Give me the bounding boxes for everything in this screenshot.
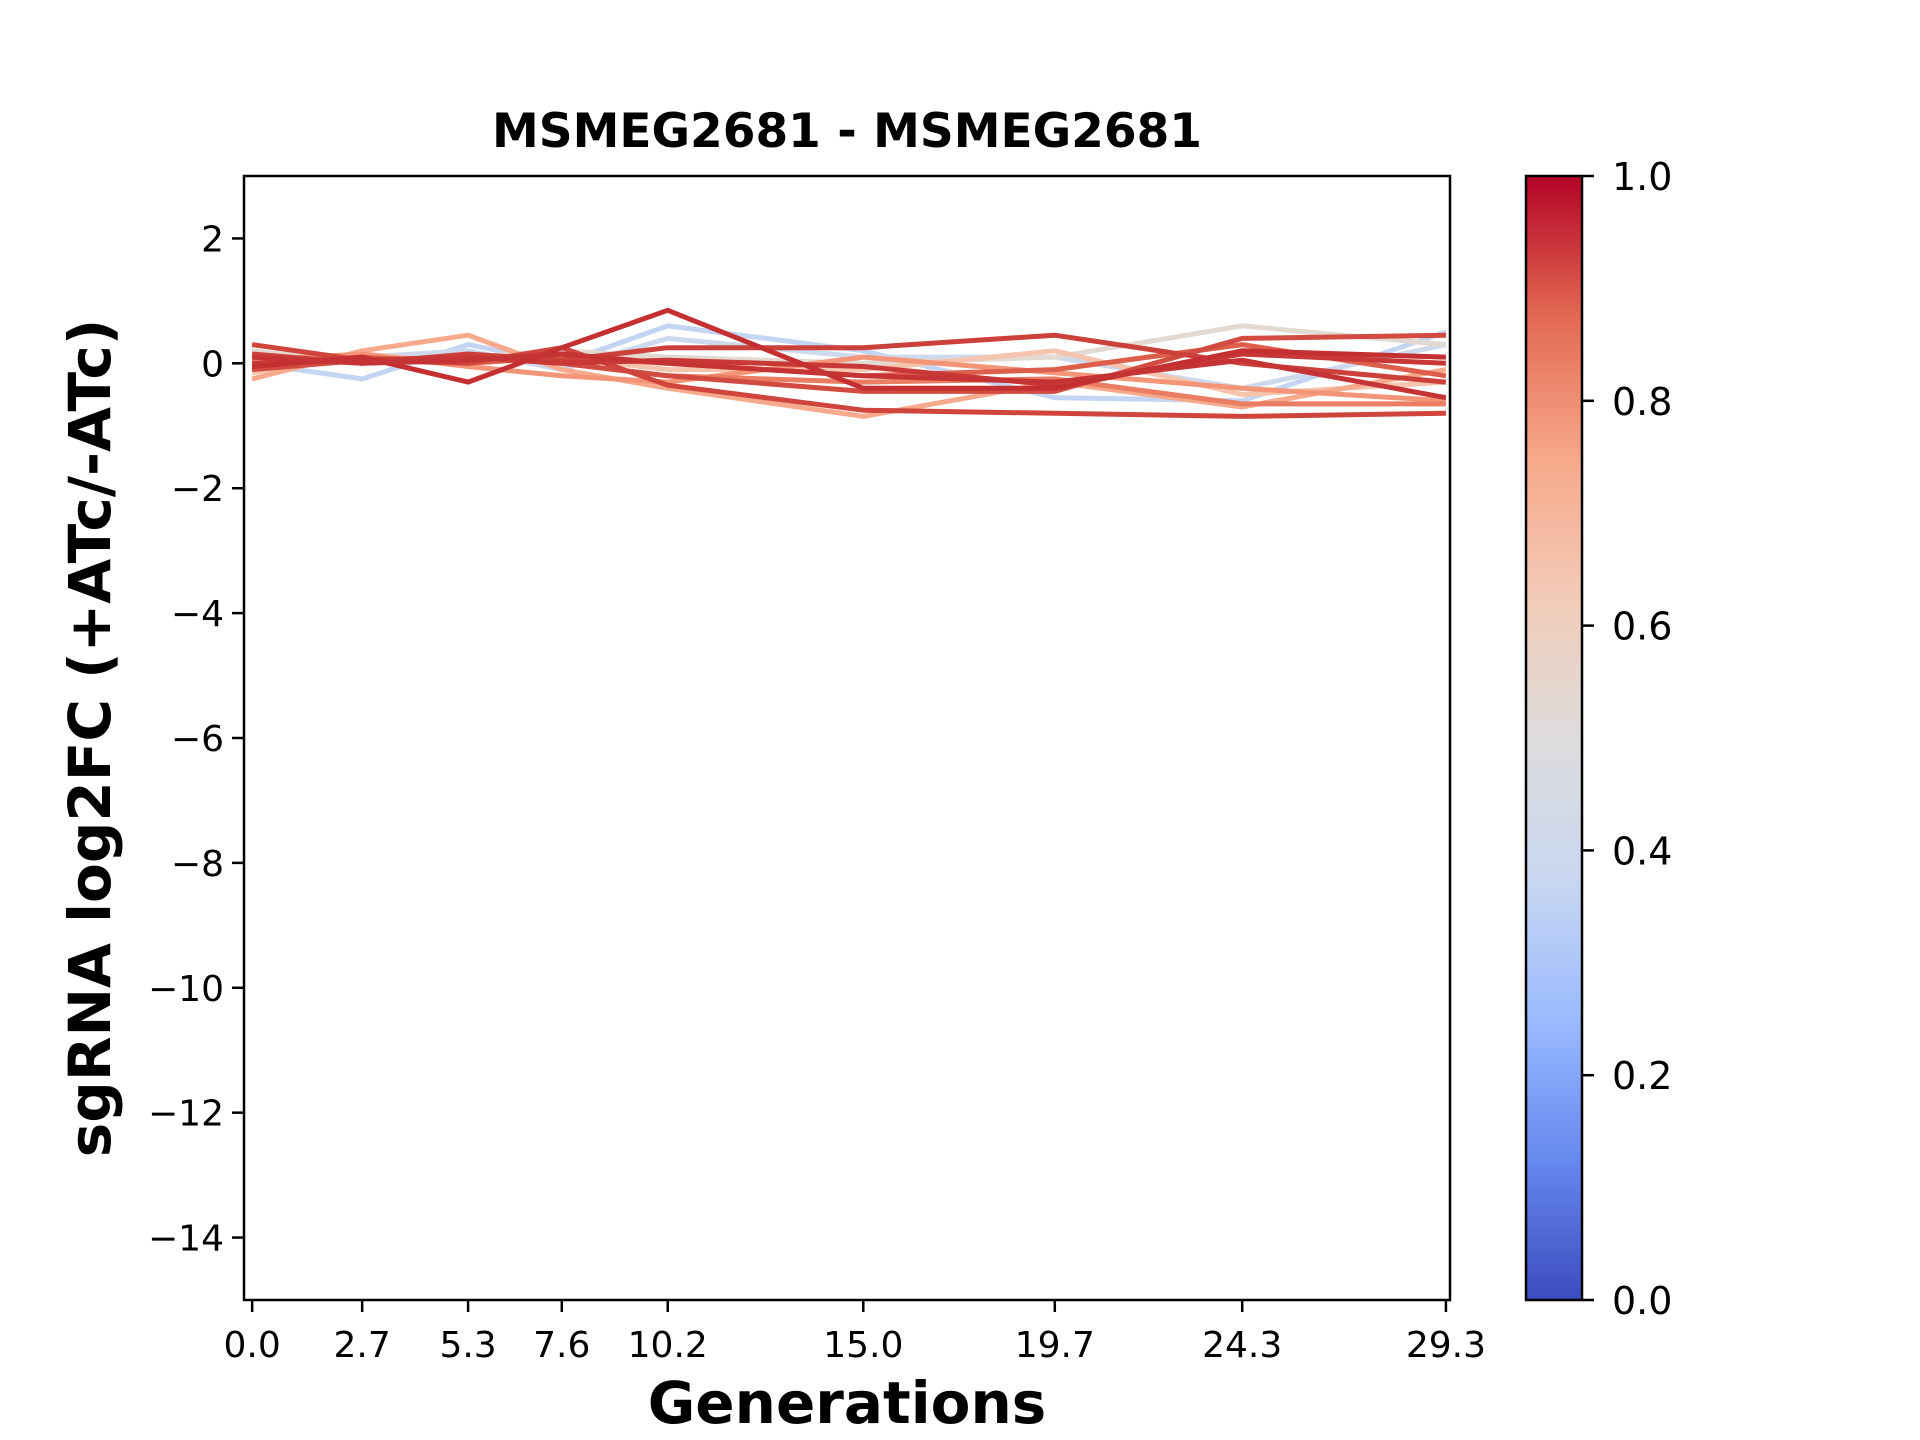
- y-tick-label: −14: [148, 1219, 224, 1260]
- y-tick-label: −10: [148, 969, 224, 1010]
- y-tick-label: −8: [171, 844, 224, 885]
- y-tick-label: −12: [148, 1094, 224, 1135]
- y-axis-ticks: 2 0 −2 −4 −6 −8 −10 −12 −14: [148, 219, 244, 1260]
- x-tick-label: 2.7: [334, 1325, 391, 1366]
- plot-area-frame: [242, 174, 1452, 1302]
- x-tick-label: 19.7: [1015, 1325, 1095, 1366]
- y-tick-label: 2: [201, 219, 224, 260]
- x-tick-label: 5.3: [439, 1325, 496, 1366]
- colorbar-tick-label: 0.8: [1612, 380, 1672, 424]
- colorbar-tick-label: 0.0: [1612, 1279, 1672, 1323]
- colorbar-tick-label: 0.4: [1612, 829, 1672, 873]
- series-line-13: [251, 307, 1446, 391]
- series-line-14: [251, 351, 1447, 401]
- x-tick-label: 10.2: [628, 1325, 708, 1366]
- x-axis-label: Generations: [648, 1369, 1047, 1437]
- y-tick-label: −4: [171, 594, 224, 635]
- colorbar-frame: [1524, 174, 1584, 1302]
- x-tick-label: 7.6: [533, 1325, 590, 1366]
- colorbar-tick-label: 0.6: [1612, 605, 1672, 649]
- x-tick-label: 0.0: [224, 1325, 281, 1366]
- y-tick-label: −6: [171, 719, 224, 760]
- x-tick-label: 15.0: [823, 1325, 903, 1366]
- y-tick-label: −2: [171, 469, 224, 510]
- colorbar-tick-label: 1.0: [1612, 155, 1672, 199]
- plot-lines: [251, 307, 1447, 419]
- y-tick-label: 0: [201, 344, 224, 385]
- x-axis-ticks: 0.0 2.7 5.3 7.6 10.2 15.0 19.7 24.3 29.3: [224, 1300, 1486, 1366]
- colorbar-ticks: 0.0 0.2 0.4 0.6 0.8 1.0: [1582, 155, 1672, 1323]
- chart-title: MSMEG2681 - MSMEG2681: [492, 104, 1202, 159]
- x-tick-label: 29.3: [1406, 1325, 1486, 1366]
- colorbar-tick-label: 0.2: [1612, 1054, 1672, 1098]
- colorbar-gradient: [1526, 176, 1582, 1300]
- series-line-5: [251, 332, 1447, 419]
- x-tick-label: 24.3: [1202, 1325, 1282, 1366]
- y-axis-label: sgRNA log2FC (+ATc/-ATc): [56, 319, 124, 1157]
- colorbar: 0.0 0.2 0.4 0.6 0.8 1.0: [1524, 155, 1672, 1323]
